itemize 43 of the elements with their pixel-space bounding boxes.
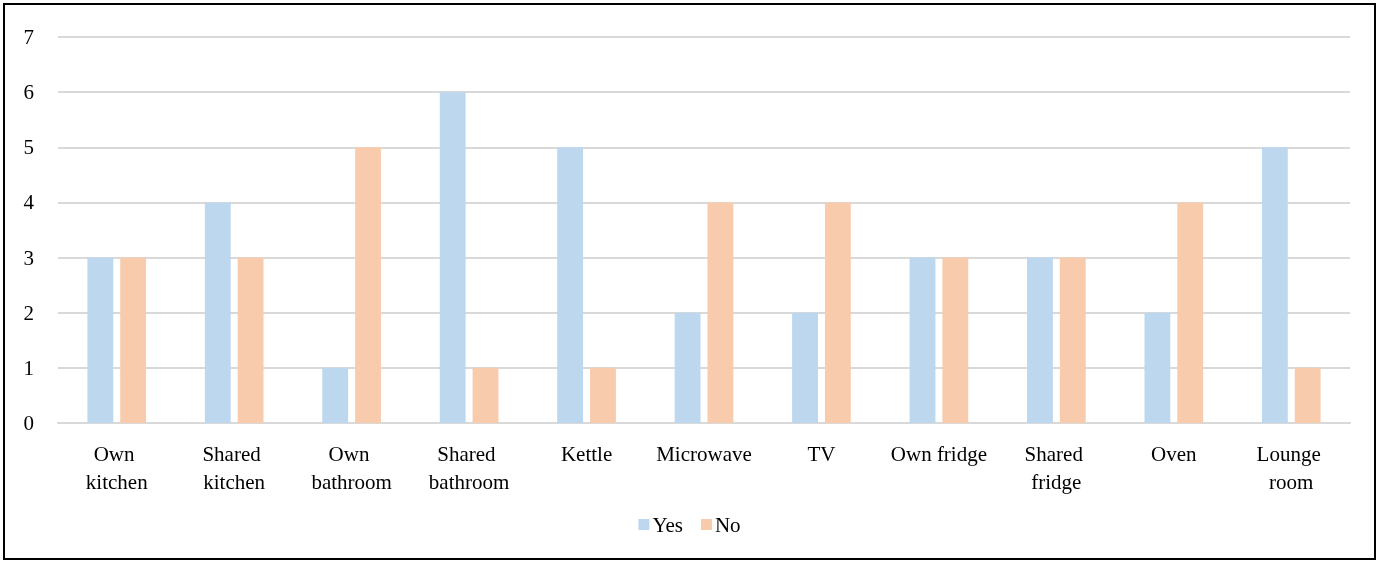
bar bbox=[1294, 367, 1321, 423]
bar bbox=[590, 367, 616, 423]
x-tick-label: TV bbox=[807, 442, 836, 466]
x-tick-label: Shared fridge bbox=[1024, 442, 1089, 494]
bar bbox=[942, 257, 969, 423]
bar bbox=[204, 202, 231, 423]
bar bbox=[557, 147, 584, 423]
y-tick-label: 5 bbox=[23, 135, 34, 160]
y-tick-label: 1 bbox=[23, 355, 34, 380]
bar bbox=[355, 147, 381, 423]
bar bbox=[1177, 202, 1204, 423]
y-tick-label: 7 bbox=[23, 25, 34, 49]
x-tick-label: Microwave bbox=[656, 442, 752, 466]
x-tick-label: Shared kitchen bbox=[202, 442, 266, 494]
bar bbox=[472, 367, 499, 423]
bar bbox=[792, 312, 818, 423]
bar bbox=[322, 367, 349, 423]
bar bbox=[1144, 312, 1171, 423]
bar bbox=[1027, 257, 1053, 423]
x-tick-label: Shared bathroom bbox=[428, 442, 510, 494]
x-tick-label: Lounge room bbox=[1256, 442, 1326, 494]
bar bbox=[674, 312, 701, 423]
x-tick-label: Own fridge bbox=[890, 442, 988, 466]
y-tick-label: 6 bbox=[23, 80, 34, 105]
legend-label: Yes bbox=[652, 512, 683, 537]
y-tick-label: 4 bbox=[23, 190, 35, 215]
bar bbox=[824, 202, 851, 423]
x-tick-label: Kettle bbox=[560, 442, 613, 466]
x-tick-label: Oven bbox=[1151, 442, 1198, 466]
bar bbox=[1261, 147, 1288, 423]
bar bbox=[1059, 257, 1086, 423]
y-tick-label: 0 bbox=[23, 411, 34, 435]
x-tick-label: Own kitchen bbox=[85, 442, 149, 494]
bar bbox=[87, 257, 114, 423]
bar bbox=[707, 202, 734, 423]
legend-label: No bbox=[714, 512, 741, 537]
y-tick-label: 2 bbox=[23, 300, 34, 325]
x-tick-label: Own bathroom bbox=[311, 442, 392, 494]
bar bbox=[909, 257, 936, 423]
bar bbox=[237, 257, 264, 423]
y-tick-label: 3 bbox=[23, 245, 34, 270]
bar bbox=[439, 92, 466, 423]
bar bbox=[120, 257, 147, 423]
